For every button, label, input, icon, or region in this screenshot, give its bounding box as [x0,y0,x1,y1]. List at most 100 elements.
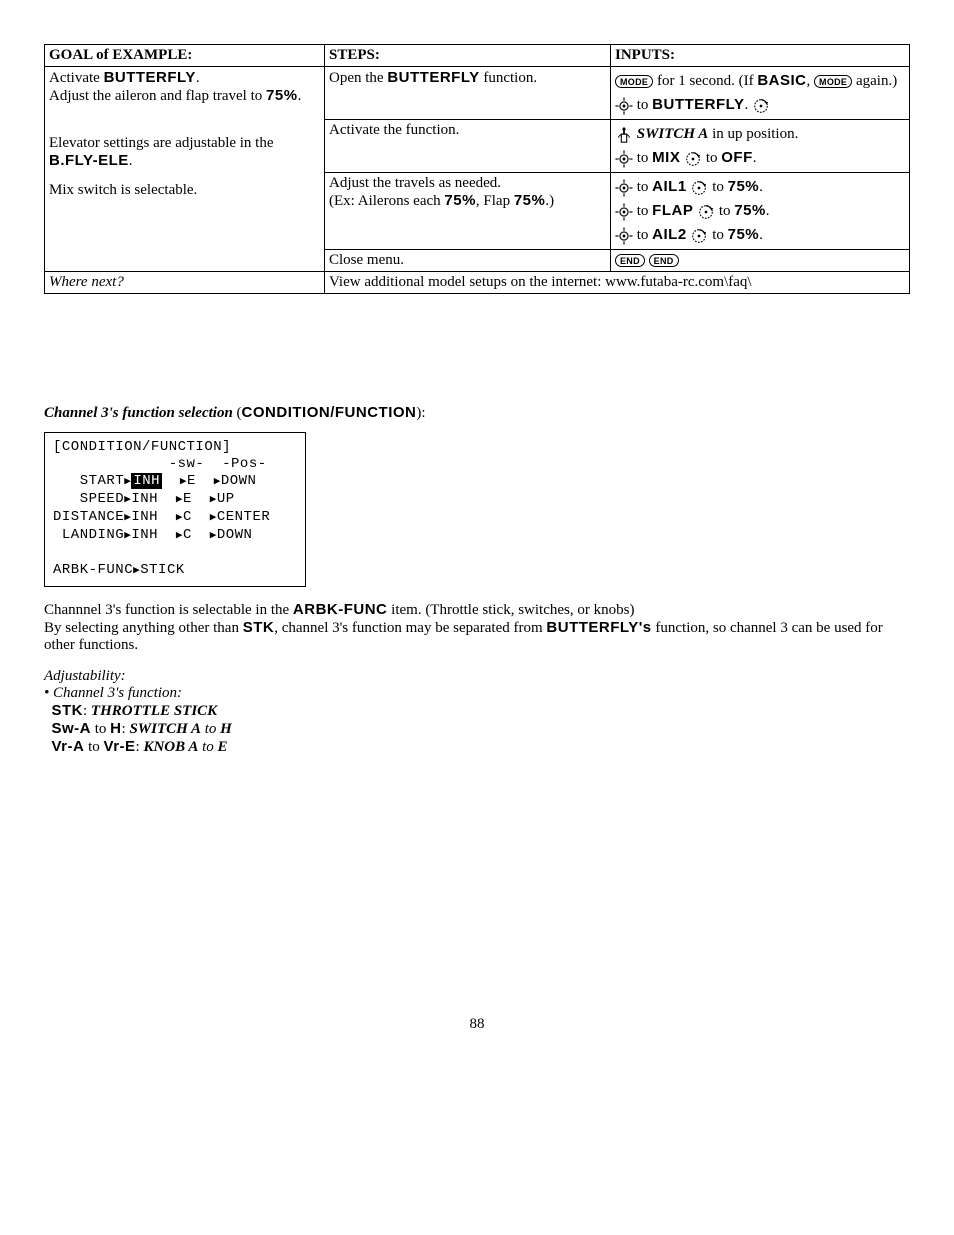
text: . [129,153,133,169]
lcd-line-label: ARBK-FUNC [53,562,133,578]
text-bold: 75% [514,192,546,209]
text-bold: BUTTERFLY [104,69,196,86]
step-cell: Close menu. [325,250,611,272]
text: function. [480,70,538,86]
text: for 1 second. (If [653,73,757,89]
lcd-arrow-icon: ▶ [214,476,221,488]
dial-icon [690,227,708,245]
text: . [196,70,200,86]
dial-icon [684,150,702,168]
dial-icon [690,179,708,197]
text-italic: to [198,739,217,755]
lcd-value: DOWN [221,473,257,489]
table-row: Activate BUTTERFLY. Adjust the aileron a… [45,67,910,120]
lcd-arrow-icon: ▶ [210,512,217,524]
text: . [298,88,302,104]
lcd-value: E [187,473,196,489]
lcd-arrow-icon: ▶ [176,494,183,506]
text-bold: BUTTERFLY's [546,619,651,636]
lcd-arrow-icon: ▶ [176,512,183,524]
text-bold: B.FLY-ELE [49,152,129,169]
lcd-line-label: START [53,473,124,489]
text: Channnel 3's function is selectable in t… [44,602,293,618]
text-bold: 75% [728,226,760,243]
lcd-line-label: SPEED [53,491,124,507]
lcd-value: STICK [140,562,185,578]
text: Elevator settings are adjustable in the [49,135,274,151]
text: in up position. [708,126,798,142]
text-bold: 75% [444,192,476,209]
lcd-value: UP [217,491,235,507]
text: By selecting anything other than [44,620,243,636]
switch-icon [615,126,633,144]
inputs-cell: SWITCH A in up position. to MIX to OFF. [611,120,910,173]
text: to [633,150,652,166]
text-bold: BASIC [757,72,806,89]
text: to [633,227,652,243]
text-italic: Adjustability: [44,668,126,684]
cursor-icon [615,203,633,221]
text: . [753,150,757,166]
text-bold-italic: KNOB A [143,739,198,755]
step-cell: Adjust the travels as needed. (Ex: Ailer… [325,173,611,250]
table-header-row: GOAL of EXAMPLE: STEPS: INPUTS: [45,45,910,67]
text-bold-italic: SWITCH A [129,721,201,737]
lcd-value: INH [131,527,158,543]
text-bold: 75% [266,87,298,104]
lcd-line: -sw- -Pos- [53,456,267,472]
text: ): [416,405,425,421]
dial-icon [697,203,715,221]
text: : [83,703,91,719]
section-heading: Channel 3's function selection (CONDITIO… [44,404,910,422]
lcd-inverted: INH [131,473,162,489]
text-bold-italic: Channel 3's function selection [44,405,233,421]
lcd-value: DOWN [217,527,253,543]
mode-button-icon: MODE [615,75,653,88]
text: to [708,227,727,243]
text: , Flap [476,193,514,209]
text: .) [545,193,554,209]
end-button-icon: END [615,254,645,267]
text: item. (Throttle stick, switches, or knob… [387,602,634,618]
lcd-value: INH [131,491,158,507]
text-bold: Vr-E [104,738,136,755]
lcd-arrow-icon: ▶ [180,476,187,488]
text: ( [233,405,242,421]
text-bold: AIL1 [652,178,687,195]
where-next-text: View additional model setups on the inte… [325,272,910,294]
text: . [766,203,770,219]
inputs-cell: END END [611,250,910,272]
inputs-cell: to AIL1 to 75%. to FLAP to 75%. to AIL2 … [611,173,910,250]
text-bold-italic: H [220,721,232,737]
step-cell: Activate the function. [325,120,611,173]
text-bold-italic: THROTTLE STICK [91,703,217,719]
text: to [702,150,721,166]
text-bold: BUTTERFLY [387,69,479,86]
lcd-line-label: LANDING [53,527,124,543]
text: Adjust the travels as needed. [329,175,501,191]
page-number: 88 [44,1016,910,1033]
text-bold: OFF [721,149,753,166]
text-italic: to [201,721,220,737]
adjustability-block: Adjustability: • Channel 3's function: S… [44,668,910,756]
header-inputs: INPUTS: [611,45,910,67]
text-italic: • Channel 3's function: [44,685,182,701]
inputs-cell: MODE for 1 second. (If BASIC, MODE again… [611,67,910,120]
text: to [633,203,652,219]
paragraph: Channnel 3's function is selectable in t… [44,601,910,654]
header-goal: GOAL of EXAMPLE: [45,45,325,67]
text-bold: FLAP [652,202,693,219]
text-bold-italic: SWITCH A [637,126,709,142]
text: . [744,97,752,113]
text: to [715,203,734,219]
text: to [91,721,110,737]
text-bold: CONDITION/FUNCTION [242,404,417,421]
text-bold: 75% [734,202,766,219]
text: again.) [852,73,897,89]
cursor-icon [615,97,633,115]
text-bold-italic: E [218,739,228,755]
mode-button-icon: MODE [814,75,852,88]
lcd-screen: [CONDITION/FUNCTION] -sw- -Pos- START▶IN… [44,432,306,587]
lcd-value: E [183,491,192,507]
lcd-arrow-icon: ▶ [210,494,217,506]
